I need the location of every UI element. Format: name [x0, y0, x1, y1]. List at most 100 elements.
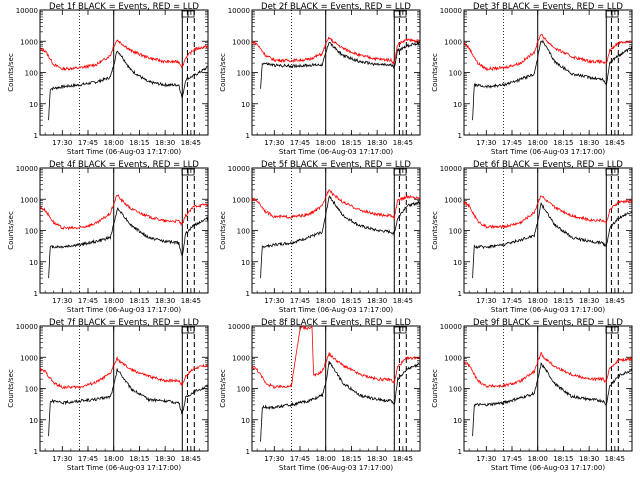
- axes-frame: [463, 325, 633, 452]
- panel-title: Det 1f BLACK = Events, RED = LLD: [49, 2, 199, 12]
- y-axis-label: Counts/sec: [219, 53, 227, 92]
- events-series-line: [260, 360, 421, 442]
- panel-det-7: Det 7f BLACK = Events, RED = LLD 1 10 100 10…: [7, 318, 209, 472]
- x-tick-label: 18:00: [528, 297, 548, 305]
- y-tick-label: 10000: [228, 165, 250, 173]
- y-tick-label: 10: [241, 101, 250, 109]
- y-tick-label: 10: [453, 259, 462, 267]
- x-tick-label: 18:15: [129, 297, 149, 305]
- x-tick-label: 18:30: [155, 297, 175, 305]
- x-tick-label: 17:30: [52, 139, 72, 147]
- x-tick-label: 18:15: [553, 297, 573, 305]
- x-axis-label: Start Time (06-Aug-03 17:17:00): [67, 148, 181, 156]
- y-axis-label: Counts/sec: [7, 53, 15, 92]
- interval-box-marker: [611, 168, 619, 176]
- x-tick-label: 17:45: [502, 455, 522, 463]
- axes-frame: [251, 9, 421, 136]
- panel-det-2: Det 2f BLACK = Events, RED = LLD 1 10 100 10…: [219, 2, 421, 156]
- y-axis-label: Counts/sec: [7, 211, 15, 250]
- y-tick-label: 10000: [16, 323, 38, 331]
- x-tick-label: 18:45: [181, 455, 201, 463]
- x-tick-label: 18:30: [367, 455, 387, 463]
- events-series-line: [260, 194, 421, 279]
- panel-title: Det 9f BLACK = Events, RED = LLD: [473, 318, 623, 328]
- events-series-line: [48, 50, 208, 121]
- y-tick-label: 1000: [20, 38, 38, 46]
- x-tick-label: 18:30: [155, 139, 175, 147]
- panel-det-3: Det 3f BLACK = Events, RED = LLD 1 10 100 10…: [431, 2, 633, 156]
- x-axis-label: Start Time (06-Aug-03 17:17:00): [279, 148, 393, 156]
- panel-title: Det 5f BLACK = Events, RED = LLD: [261, 160, 411, 170]
- events-series-line: [260, 40, 421, 89]
- x-axis-label: Start Time (06-Aug-03 17:17:00): [279, 464, 393, 472]
- y-tick-label: 1000: [232, 354, 250, 362]
- panel-det-6: Det 6f BLACK = Events, RED = LLD 1 10 100 10…: [431, 160, 633, 314]
- y-tick-label: 10000: [440, 7, 462, 15]
- x-tick-label: 18:15: [129, 139, 149, 147]
- x-tick-label: 17:45: [78, 455, 98, 463]
- x-tick-label: 18:30: [367, 297, 387, 305]
- x-tick-label: 18:15: [553, 139, 573, 147]
- y-tick-label: 1000: [20, 196, 38, 204]
- x-tick-label: 18:45: [605, 297, 625, 305]
- x-axis-label: Start Time (06-Aug-03 17:17:00): [491, 148, 605, 156]
- y-tick-label: 1: [458, 290, 462, 298]
- y-tick-label: 100: [449, 70, 462, 78]
- x-axis-label: Start Time (06-Aug-03 17:17:00): [279, 306, 393, 314]
- interval-box-marker: [611, 326, 619, 334]
- events-series-line: [472, 202, 633, 279]
- lld-series-line: [252, 36, 421, 66]
- interval-box-marker: [187, 326, 195, 334]
- y-tick-label: 100: [25, 228, 38, 236]
- panel-det-1: Det 1f BLACK = Events, RED = LLD 1 10 100 10…: [7, 2, 209, 156]
- x-tick-label: 18:00: [316, 455, 336, 463]
- lld-series-line: [39, 355, 209, 390]
- y-tick-label: 10000: [16, 7, 38, 15]
- x-tick-label: 17:45: [290, 297, 310, 305]
- y-tick-label: 1: [34, 290, 38, 298]
- y-tick-label: 100: [25, 386, 38, 394]
- x-axis-label: Start Time (06-Aug-03 17:17:00): [67, 306, 181, 314]
- x-tick-label: 18:30: [367, 139, 387, 147]
- y-tick-label: 10: [453, 101, 462, 109]
- y-tick-label: 10000: [440, 165, 462, 173]
- y-tick-label: 1000: [232, 196, 250, 204]
- x-tick-label: 17:30: [264, 297, 284, 305]
- y-tick-label: 100: [237, 228, 250, 236]
- y-axis-label: Counts/sec: [219, 369, 227, 408]
- y-tick-label: 1: [246, 132, 250, 140]
- y-tick-label: 1000: [20, 354, 38, 362]
- x-tick-label: 18:00: [104, 297, 124, 305]
- lld-series-line: [39, 194, 209, 231]
- y-tick-label: 100: [25, 70, 38, 78]
- lld-series-line: [463, 351, 633, 389]
- interval-box-marker: [187, 10, 195, 18]
- y-tick-label: 10: [29, 101, 38, 109]
- x-tick-label: 18:30: [579, 455, 599, 463]
- x-tick-label: 18:15: [341, 297, 361, 305]
- y-tick-label: 10: [29, 417, 38, 425]
- axes-frame: [39, 325, 209, 452]
- y-tick-label: 10000: [228, 323, 250, 331]
- x-tick-label: 18:45: [393, 139, 413, 147]
- x-tick-label: 18:00: [104, 139, 124, 147]
- y-tick-label: 10: [241, 259, 250, 267]
- interval-box-marker: [399, 10, 407, 18]
- x-tick-label: 17:45: [78, 139, 98, 147]
- x-axis-label: Start Time (06-Aug-03 17:17:00): [67, 464, 181, 472]
- axes-frame: [463, 9, 633, 136]
- x-tick-label: 18:15: [341, 139, 361, 147]
- axes-frame: [39, 9, 209, 136]
- y-tick-label: 10000: [440, 323, 462, 331]
- x-tick-label: 17:30: [476, 455, 496, 463]
- panel-title: Det 4f BLACK = Events, RED = LLD: [49, 160, 199, 170]
- interval-box-marker: [187, 168, 195, 176]
- lld-series-line: [251, 189, 421, 220]
- x-tick-label: 17:30: [264, 139, 284, 147]
- y-tick-label: 1: [246, 448, 250, 456]
- x-tick-label: 18:00: [316, 139, 336, 147]
- panel-title: Det 3f BLACK = Events, RED = LLD: [473, 2, 623, 12]
- x-tick-label: 18:45: [393, 455, 413, 463]
- x-tick-label: 17:30: [52, 297, 72, 305]
